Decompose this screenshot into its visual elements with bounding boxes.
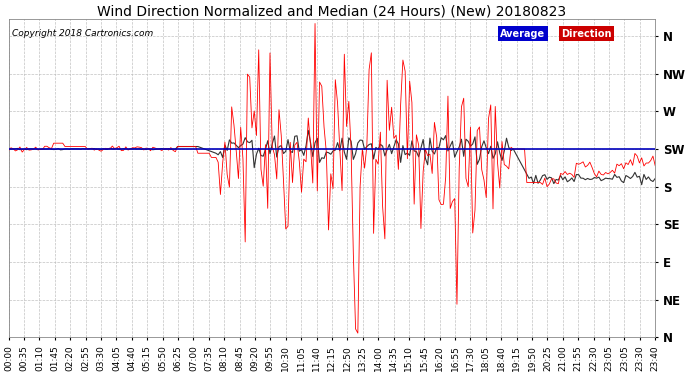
Text: Copyright 2018 Cartronics.com: Copyright 2018 Cartronics.com <box>12 29 153 38</box>
Title: Wind Direction Normalized and Median (24 Hours) (New) 20180823: Wind Direction Normalized and Median (24… <box>97 4 566 18</box>
Text: Direction: Direction <box>562 29 612 39</box>
Text: Average: Average <box>500 29 545 39</box>
